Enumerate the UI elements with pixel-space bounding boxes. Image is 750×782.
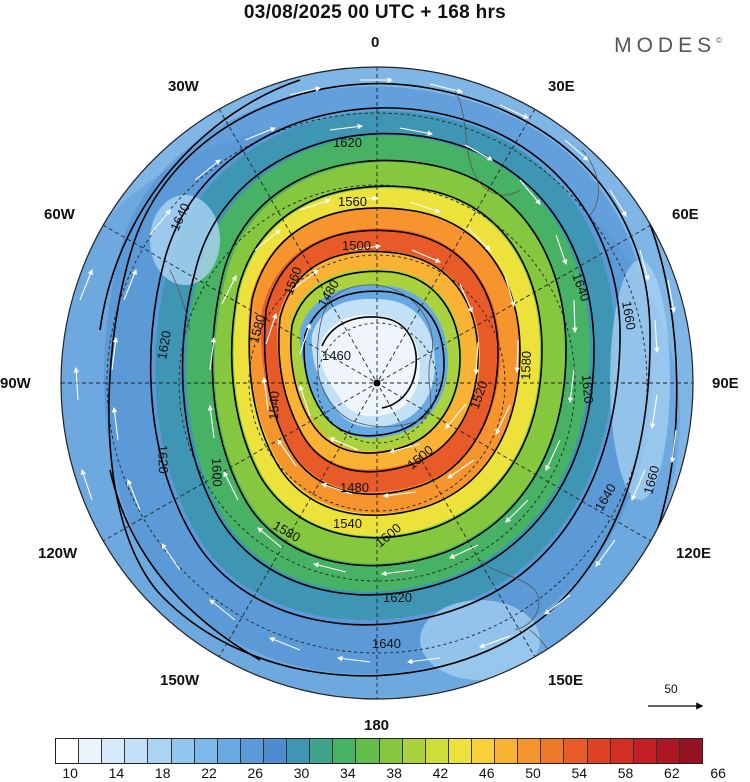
chart-title: 03/08/2025 00 UTC + 168 hrs [243, 2, 507, 23]
contour-label: 1620 [154, 329, 174, 360]
colorbar-cell [56, 739, 80, 763]
colorbar-tick-label: 66 [710, 765, 726, 781]
colorbar-tick-label: 22 [201, 765, 217, 781]
lon-label-150w: 150W [160, 672, 200, 689]
colorbar-cell [633, 739, 657, 763]
colorbar-cell [333, 739, 357, 763]
map-boundary [60, 66, 694, 700]
colorbar-cell [379, 739, 403, 763]
contour-label: 1660 [640, 464, 662, 496]
colorbar-tick-label: 34 [340, 765, 356, 781]
colorbar-cell [148, 739, 172, 763]
contour-label: 1560 [338, 194, 367, 209]
lon-label-60e: 60E [672, 206, 699, 223]
brand-name: MODES [614, 34, 717, 57]
contour-label: 1620 [333, 135, 362, 150]
contour-label: 1540 [333, 516, 362, 531]
colorbar-tick-label: 14 [108, 765, 125, 781]
contour-label: 1480 [340, 480, 369, 495]
colorbar-cell [425, 739, 449, 763]
contour-label: 1660 [619, 300, 639, 331]
colorbar-cell [471, 739, 496, 763]
lon-label-150e: 150E [548, 672, 584, 689]
lon-label-30w: 30W [168, 78, 199, 95]
lon-label-60w: 60W [44, 206, 75, 223]
colorbar-cell [102, 739, 126, 763]
colorbar-cell [79, 739, 103, 763]
colorbar-cell [518, 739, 542, 763]
colorbar-cell [564, 739, 588, 763]
colorbar-cell [679, 739, 703, 763]
contour-label: 1540 [266, 391, 282, 420]
colorbar-tick-labels: 10141822263034384246505458626670 [55, 764, 726, 782]
colorbar-tick-label: 50 [525, 765, 541, 781]
reference-vector-value: 50 [664, 682, 678, 696]
contour-label: 1580 [246, 313, 268, 345]
colorbar-tick-label: 46 [478, 765, 495, 781]
colorbar-cell [541, 739, 565, 763]
contour-label: 1640 [372, 636, 401, 651]
copyright-mark: © [716, 36, 722, 45]
colorbar-tick-label: 30 [293, 765, 310, 781]
lon-label-90w: 90W [0, 375, 31, 392]
colorbar-cell [448, 739, 472, 763]
colorbar-cell [217, 739, 241, 763]
contour-label: 1620 [155, 445, 171, 474]
colorbar-cell [402, 739, 426, 763]
lon-label-180: 180 [364, 717, 390, 734]
colorbar-tick-label: 62 [664, 765, 680, 781]
colorbar-tick-label: 26 [247, 765, 264, 781]
colorbar-tick-label: 42 [432, 765, 449, 781]
colorbar-cell [310, 739, 334, 763]
lon-label-0: 0 [371, 34, 380, 51]
colorbar-tick-label: 54 [571, 765, 588, 781]
colorbar-cell [587, 739, 611, 763]
colorbar-cell [171, 739, 195, 763]
colorbar-cell [610, 739, 634, 763]
wind-band-10-core [319, 314, 420, 417]
contour-label: 1460 [322, 348, 351, 363]
colorbar-cell [656, 739, 680, 763]
lon-label-90e: 90E [712, 375, 739, 392]
lon-label-30e: 30E [548, 78, 575, 95]
colorbar-cell [125, 739, 149, 763]
colorbar-cell [263, 739, 288, 763]
south-pole-marker [373, 379, 381, 387]
height-contours [99, 79, 678, 677]
colorbar-tick-label: 18 [154, 765, 171, 781]
colorbar [55, 738, 703, 764]
contour-label: 1580 [518, 351, 534, 380]
contour-label: 1620 [579, 374, 596, 404]
contour-label: 1600 [209, 458, 225, 487]
colorbar-cell [194, 739, 218, 763]
contour-label: 1620 [383, 590, 412, 605]
colorbar-cell [240, 739, 264, 763]
brand-logo: MODES© [614, 34, 722, 58]
lon-label-120w: 120W [38, 545, 78, 562]
lon-label-120e: 120E [676, 545, 712, 562]
colorbar-tick-label: 58 [617, 765, 634, 781]
colorbar-cell [287, 739, 311, 763]
colorbar-cell [495, 739, 519, 763]
contour-label: 1500 [342, 238, 371, 253]
reference-vector: 50 [646, 682, 706, 696]
colorbar-tick-label: 38 [386, 765, 402, 781]
colorbar-tick-label: 10 [62, 765, 78, 781]
colorbar-cell [356, 739, 380, 763]
